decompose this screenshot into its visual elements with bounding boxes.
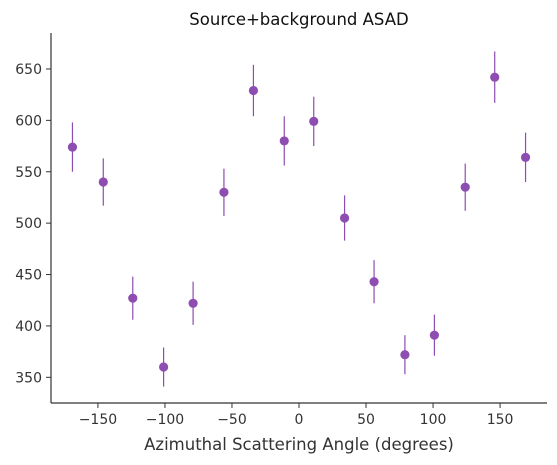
y-tick-label: 450 [15, 268, 42, 284]
data-points [67, 51, 531, 387]
y-tick-label: 500 [15, 216, 42, 232]
data-point [490, 72, 500, 82]
data-point [159, 362, 169, 372]
axes [50, 33, 547, 404]
data-point [520, 152, 531, 162]
data-point [309, 116, 319, 126]
y-tick-label: 550 [15, 165, 42, 181]
x-tick-label: 50 [357, 412, 375, 428]
data-point [188, 298, 198, 308]
x-axis-ticks: −150 −100 −50 0 50 100 150 [79, 403, 514, 428]
x-tick-label: 0 [295, 412, 304, 428]
data-point [400, 350, 410, 360]
x-tick-label: −50 [217, 412, 247, 428]
x-tick-label: −100 [146, 412, 184, 428]
data-point [279, 136, 289, 146]
data-point [248, 85, 259, 96]
data-point [98, 177, 108, 187]
x-tick-label: −150 [79, 412, 117, 428]
y-tick-label: 650 [15, 62, 42, 78]
x-axis-label: Azimuthal Scattering Angle (degrees) [144, 435, 454, 454]
data-point [219, 187, 229, 197]
y-tick-label: 400 [15, 319, 42, 335]
y-tick-label: 350 [15, 370, 42, 386]
data-point [128, 293, 138, 303]
x-tick-label: 100 [420, 412, 447, 428]
x-tick-label: 150 [487, 412, 514, 428]
data-point [460, 182, 470, 192]
chart-title: Source+background ASAD [189, 10, 408, 29]
y-tick-label: 600 [15, 113, 42, 129]
y-axis-ticks: 350 400 450 500 550 600 650 [15, 62, 51, 386]
data-point [369, 277, 379, 287]
data-point [339, 213, 350, 223]
data-point [67, 142, 78, 152]
data-point [429, 330, 439, 340]
